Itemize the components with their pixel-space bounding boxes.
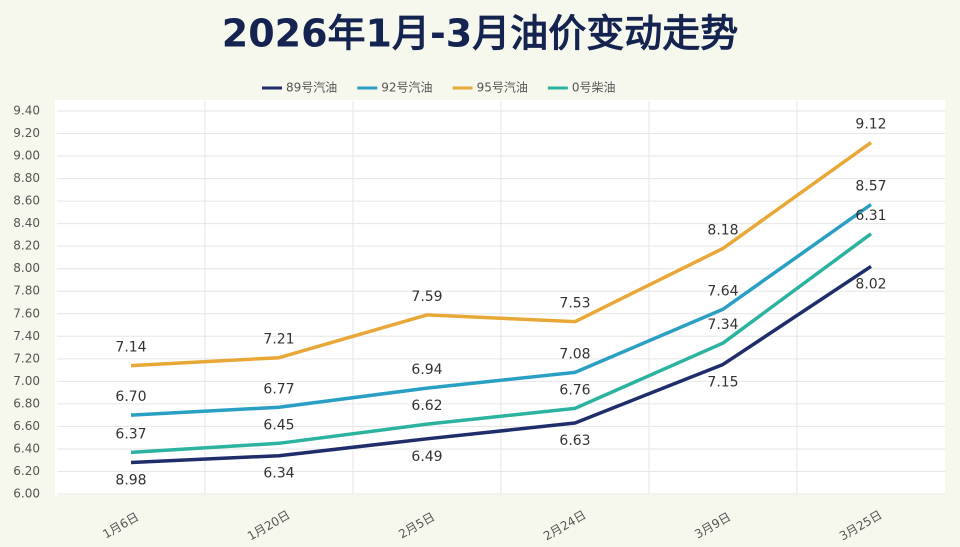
value-label: 6.76 <box>559 382 590 398</box>
series-line <box>130 264 872 465</box>
y-tick-label: 7.00 <box>13 374 40 388</box>
x-tick-label: 1月20日 <box>245 508 293 544</box>
legend-label: 92号汽油 <box>381 80 432 95</box>
value-label: 6.62 <box>411 398 442 414</box>
value-label: 6.45 <box>263 417 294 433</box>
x-tick-label: 3月25日 <box>837 508 885 544</box>
value-label: 7.53 <box>559 296 590 312</box>
value-label: 6.34 <box>263 466 294 482</box>
y-tick-label: 8.40 <box>13 216 40 230</box>
legend-label: 89号汽油 <box>286 80 337 95</box>
value-label: 7.14 <box>115 340 146 356</box>
y-tick-label: 8.00 <box>13 261 40 275</box>
y-tick-label: 6.60 <box>13 419 40 433</box>
y-tick-label: 8.60 <box>13 194 40 208</box>
value-label: 7.34 <box>707 317 738 333</box>
x-tick-label: 2月5日 <box>396 510 437 542</box>
y-tick-label: 9.20 <box>13 126 40 140</box>
x-tick-label: 3月9日 <box>692 510 733 542</box>
y-tick-label: 7.40 <box>13 329 40 343</box>
legend-label: 95号汽油 <box>477 80 528 95</box>
value-label: 8.18 <box>707 222 738 238</box>
value-label: 7.64 <box>707 283 738 299</box>
value-label: 7.21 <box>263 332 294 348</box>
value-label: 6.63 <box>559 433 590 449</box>
y-tick-label: 7.20 <box>13 351 40 365</box>
value-label: 6.70 <box>115 389 146 405</box>
chart-title: 2026年1月-3月油价变动走势 <box>222 12 738 56</box>
y-tick-label: 6.00 <box>13 487 40 501</box>
value-label: 8.57 <box>855 178 886 194</box>
value-label: 6.94 <box>411 362 442 378</box>
series-line <box>130 232 873 455</box>
x-tick-label: 2月24日 <box>541 508 589 544</box>
value-label: 7.59 <box>411 289 442 305</box>
value-label: 6.31 <box>855 208 886 224</box>
y-tick-label: 9.40 <box>13 104 40 118</box>
value-label: 6.37 <box>115 426 146 442</box>
value-label: 7.08 <box>559 346 590 362</box>
series-line <box>130 141 873 368</box>
value-label: 8.02 <box>855 276 886 292</box>
y-tick-label: 6.20 <box>13 464 40 478</box>
y-tick-label: 7.60 <box>13 306 40 320</box>
value-label: 9.12 <box>855 117 886 133</box>
legend-label: 0号柴油 <box>572 81 616 95</box>
y-tick-label: 8.80 <box>13 171 40 185</box>
value-label: 6.49 <box>411 449 442 465</box>
y-tick-label: 9.00 <box>13 149 40 163</box>
y-tick-label: 6.40 <box>13 441 40 455</box>
y-tick-label: 7.80 <box>13 284 40 298</box>
plot-area <box>55 100 945 495</box>
y-tick-label: 6.80 <box>13 396 40 410</box>
value-label: 8.98 <box>115 472 146 488</box>
x-tick-label: 1月6日 <box>100 510 141 542</box>
value-label: 6.77 <box>263 381 294 397</box>
y-tick-label: 8.20 <box>13 239 40 253</box>
value-label: 7.15 <box>707 374 738 390</box>
series-line <box>130 203 873 417</box>
